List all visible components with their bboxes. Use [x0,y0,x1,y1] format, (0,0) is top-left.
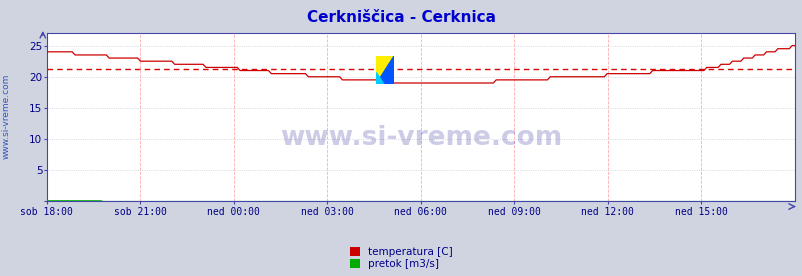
Text: www.si-vreme.com: www.si-vreme.com [279,124,561,150]
Text: www.si-vreme.com: www.si-vreme.com [2,73,11,159]
Polygon shape [376,73,383,84]
Text: Cerkniščica - Cerknica: Cerkniščica - Cerknica [306,10,496,25]
Polygon shape [376,56,394,84]
Polygon shape [376,56,394,84]
Legend: temperatura [C], pretok [m3/s]: temperatura [C], pretok [m3/s] [350,247,452,269]
